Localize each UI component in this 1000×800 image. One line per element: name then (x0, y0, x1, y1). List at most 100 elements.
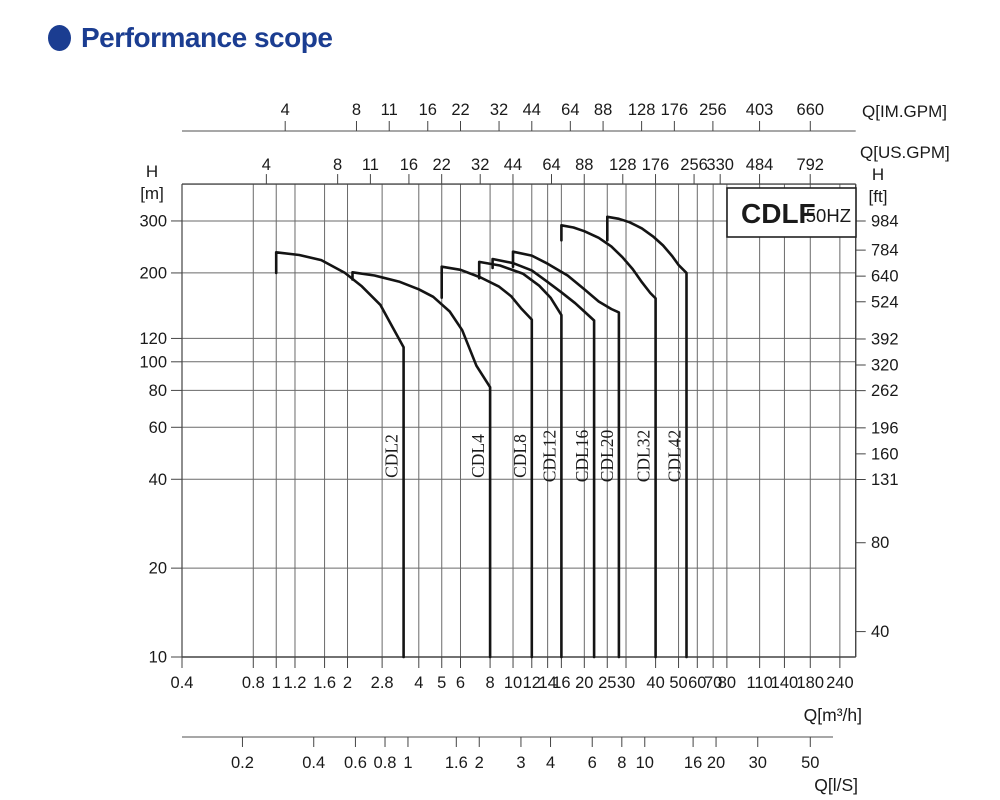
usgpm-tick-label: 330 (706, 156, 734, 174)
ls-tick-label: 3 (516, 754, 525, 772)
imgpm-tick-label: 128 (628, 101, 656, 119)
ls-tick-label: 10 (636, 754, 654, 772)
usgpm-tick-label: 4 (262, 156, 271, 174)
curve-label-CDL20: CDL20 (597, 430, 617, 483)
usgpm-tick-label: 11 (362, 156, 379, 174)
imgpm-tick-label: 64 (561, 101, 579, 119)
ls-tick-label: 6 (588, 754, 597, 772)
m3h-tick-label: 140 (771, 674, 799, 692)
imgpm-tick-label: 4 (281, 101, 290, 119)
usgpm-tick-label: 16 (400, 156, 418, 174)
curve-label-CDL42: CDL42 (664, 430, 684, 483)
curve-label-CDL12: CDL12 (539, 430, 559, 483)
head-m-tick-label: 80 (149, 382, 167, 400)
m3h-tick-label: 4 (414, 674, 423, 692)
page-title: Performance scope (48, 22, 333, 54)
m3h-tick-label: 8 (485, 674, 494, 692)
m3h-tick-label: 2.8 (371, 674, 394, 692)
m3h-tick-label: 20 (575, 674, 593, 692)
m3h-tick-label: 110 (746, 674, 772, 692)
series-curves: CDL2 CDL4 CDL8 CDL12 CDL16 CDL20 CDL32 CDL42 (274, 215, 688, 659)
usgpm-tick-label: 256 (680, 156, 708, 174)
m3h-axis-title: Q[m³/h] (804, 705, 862, 725)
axis-ls: 0.2 0.4 0.6 0.8 1 1.6 2 3 4 6 8 10 16 20 30 50 Q[l/S] (182, 736, 858, 795)
head-m-tick-label: 20 (149, 560, 167, 578)
curve-label-CDL32: CDL32 (634, 430, 654, 483)
head-m-tick-label: 200 (139, 264, 167, 282)
head-m-title: H (146, 162, 158, 181)
curve-label-CDL16: CDL16 (572, 430, 592, 483)
m3h-tick-label: 2 (343, 674, 352, 692)
bullet-icon (48, 25, 71, 51)
imgpm-tick-label: 32 (490, 101, 508, 119)
m3h-tick-label: 50 (669, 674, 687, 692)
head-ft-tick-label: 392 (871, 330, 899, 348)
ls-tick-label: 0.8 (374, 754, 397, 772)
head-m-tick-label: 10 (149, 649, 167, 667)
head-m-unit: [m] (140, 184, 164, 203)
m3h-tick-label: 30 (617, 674, 635, 692)
m3h-tick-label: 60 (688, 674, 706, 692)
head-ft-tick-label: 524 (871, 293, 899, 311)
m3h-tick-label: 10 (504, 674, 522, 692)
usgpm-tick-label: 44 (504, 156, 522, 174)
usgpm-tick-label: 792 (796, 156, 824, 174)
curve-CDL42 (606, 215, 688, 659)
model-badge-box (726, 187, 857, 238)
ls-axis-title: Q[l/S] (814, 775, 858, 795)
head-ft-tick-label: 784 (871, 242, 899, 260)
ls-tick-label: 2 (475, 754, 484, 772)
ls-tick-label: 8 (617, 754, 626, 772)
head-m-tick-label: 300 (139, 212, 167, 230)
axis-imgpm: 4 8 11 16 22 32 44 64 88 128 176 256 403 660 Q[IM.GPM] (182, 101, 947, 132)
usgpm-tick-label: 22 (432, 156, 450, 174)
m3h-tick-label: 5 (437, 674, 446, 692)
usgpm-tick-label: 8 (333, 156, 342, 174)
curve-CDL16 (491, 257, 596, 659)
imgpm-axis-title: Q[IM.GPM] (862, 102, 947, 121)
curve-CDL12 (477, 260, 563, 659)
usgpm-tick-label: 128 (609, 156, 637, 174)
ls-tick-label: 50 (801, 754, 819, 772)
curve-CDL8 (440, 265, 534, 659)
head-ft-tick-label: 262 (871, 382, 899, 400)
grid (181, 184, 856, 658)
head-ft-tick-label: 640 (871, 268, 899, 286)
ls-tick-label: 0.4 (302, 754, 325, 772)
m3h-tick-label: 12 (523, 674, 541, 692)
m3h-tick-label: 180 (797, 674, 825, 692)
head-ft-tick-label: 80 (871, 534, 889, 552)
head-m-tick-label: 40 (149, 471, 167, 489)
imgpm-tick-label: 22 (451, 101, 469, 119)
imgpm-tick-label: 88 (594, 101, 612, 119)
ls-tick-label: 4 (546, 754, 555, 772)
ls-tick-label: 1 (403, 754, 412, 772)
imgpm-tick-label: 256 (699, 101, 727, 119)
head-ft-tick-label: 196 (871, 419, 899, 437)
head-ft-tick-label: 131 (871, 471, 899, 489)
curve-CDL32 (560, 224, 657, 659)
imgpm-tick-label: 403 (746, 101, 774, 119)
ls-tick-label: 0.2 (231, 754, 254, 772)
imgpm-tick-label: 176 (661, 101, 689, 119)
ls-tick-label: 16 (684, 754, 702, 772)
head-m-tick-label: 60 (149, 419, 167, 437)
usgpm-tick-label: 32 (471, 156, 489, 174)
head-m-tick-label: 100 (139, 353, 167, 371)
imgpm-tick-label: 8 (352, 101, 361, 119)
imgpm-tick-label: 44 (523, 101, 541, 119)
ls-tick-label: 20 (707, 754, 725, 772)
imgpm-tick-label: 16 (419, 101, 437, 119)
head-m-tick-label: 120 (139, 330, 167, 348)
ls-tick-label: 30 (749, 754, 767, 772)
curve-label-CDL2: CDL2 (382, 434, 402, 478)
model-badge-name: CDLF (741, 198, 816, 229)
curve-label-CDL8: CDL8 (510, 434, 530, 478)
axis-head-m: H [m] 10 20 40 60 80 100 120 200 300 (139, 162, 182, 667)
axis-head-ft: H [ft] 40 80 131 160 196 262 320 392 524 640 784 984 (855, 165, 899, 641)
m3h-tick-label: 1.6 (313, 674, 336, 692)
m3h-tick-label: 40 (646, 674, 664, 692)
m3h-tick-label: 70 (704, 674, 722, 692)
